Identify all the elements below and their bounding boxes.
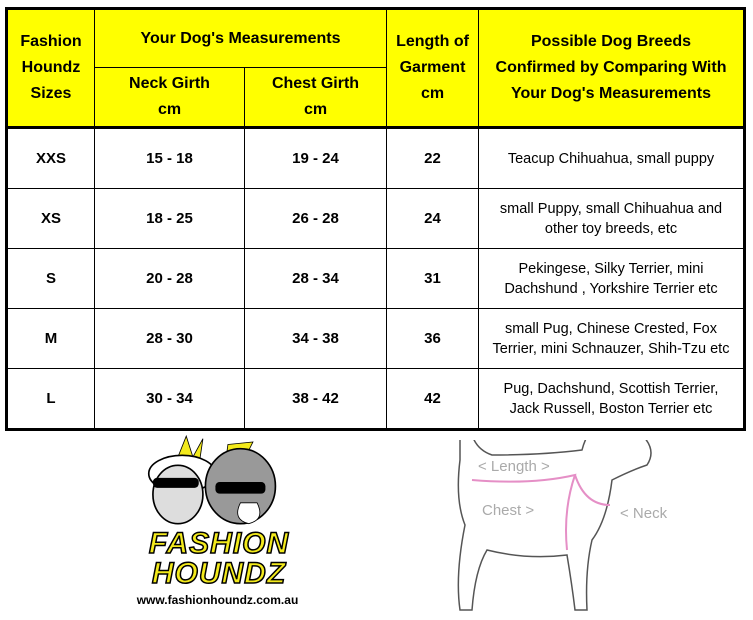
garment-length-cell: 42: [386, 368, 479, 430]
dog-outline-icon: [457, 416, 652, 611]
breeds-cell: Teacup Chihuahua, small puppy: [478, 127, 745, 189]
garment-length-cell: 36: [386, 308, 479, 369]
size-cell: XS: [6, 188, 95, 249]
header-sizes: Fashion Houndz Sizes: [6, 8, 95, 129]
chest-girth-cell: 28 - 34: [244, 248, 387, 309]
chest-girth-cell: 19 - 24: [244, 127, 387, 189]
chest-girth-cell: 38 - 42: [244, 368, 387, 430]
length-label: < Length >: [478, 458, 550, 475]
logo-line1: FASHION: [148, 527, 290, 560]
size-chart-table: Fashion Houndz Sizes Your Dog's Measuremen…: [5, 7, 746, 431]
header-breeds: Possible Dog Breeds Confirmed by Comparin…: [478, 8, 745, 129]
garment-length-cell: 22: [386, 127, 479, 189]
breed-line: small Puppy, small Chihuahua and: [499, 200, 723, 217]
header-measurements: Your Dog's Measurements: [94, 8, 387, 68]
neck-girth-cell: 18 - 25: [94, 188, 245, 249]
dog-measurement-diagram: < Length > Chest > < Neck: [440, 416, 710, 615]
chest-girth-cell: 26 - 28: [244, 188, 387, 249]
table-row: S 20 - 28 28 - 34 31 Pekingese, Silky Terrie…: [6, 248, 745, 309]
table-row: XS 18 - 25 26 - 28 24 small Puppy, small Chi…: [6, 188, 745, 249]
logo-url: www.fashionhoundz.com.au: [136, 593, 299, 607]
neck-girth-cell: 20 - 28: [94, 248, 245, 309]
neck-girth-cell: 30 - 34: [94, 368, 245, 430]
chest-label: Chest >: [482, 502, 535, 519]
breeds-cell: small Puppy, small Chihuahua and other to…: [478, 188, 745, 249]
size-cell: L: [6, 368, 95, 430]
breeds-cell: Pekingese, Silky Terrier, mini Dachshund …: [478, 248, 745, 309]
size-cell: S: [6, 248, 95, 309]
breed-line: other toy breeds, etc: [544, 220, 678, 237]
breed-line: Pug, Dachshund, Scottish Terrier,: [503, 380, 719, 397]
size-cell: XXS: [6, 127, 95, 189]
breed-line: Terrier, mini Schnauzer, Shih-Tzu etc: [492, 340, 730, 357]
neck-label: < Neck: [620, 505, 668, 522]
table-row: L 30 - 34 38 - 42 42 Pug, Dachshund, Scottis…: [6, 368, 745, 430]
garment-length-cell: 31: [386, 248, 479, 309]
header-chest: Chest Girth cm: [244, 67, 387, 129]
table-row: M 28 - 30 34 - 38 36 small Pug, Chinese Cres…: [6, 308, 745, 369]
logo-line2: HOUNDZ: [151, 557, 287, 590]
header-length: Length of Garment cm: [386, 8, 479, 129]
breed-line: Teacup Chihuahua, small puppy: [507, 150, 715, 167]
breeds-cell: small Pug, Chinese Crested, Fox Terrier, …: [478, 308, 745, 369]
chest-girth-cell: 34 - 38: [244, 308, 387, 369]
breed-line: small Pug, Chinese Crested, Fox: [505, 320, 717, 337]
dogs-with-sunglasses-icon: [147, 434, 277, 525]
header-neck: Neck Girth cm: [94, 67, 245, 129]
breeds-cell: Pug, Dachshund, Scottish Terrier, Jack Ru…: [478, 368, 745, 430]
neck-girth-cell: 15 - 18: [94, 127, 245, 189]
table-row: XXS 15 - 18 19 - 24 22 Teacup Chihuahua, sma…: [6, 127, 745, 189]
garment-length-cell: 24: [386, 188, 479, 249]
breed-line: Jack Russell, Boston Terrier etc: [509, 400, 713, 417]
size-cell: M: [6, 308, 95, 369]
breed-line: Dachshund , Yorkshire Terrier etc: [504, 280, 718, 297]
neck-girth-cell: 28 - 30: [94, 308, 245, 369]
fashion-houndz-logo: FASHION HOUNDZ www.fashionhoundz.com.au: [110, 432, 325, 612]
breed-line: Pekingese, Silky Terrier, mini: [518, 260, 704, 277]
